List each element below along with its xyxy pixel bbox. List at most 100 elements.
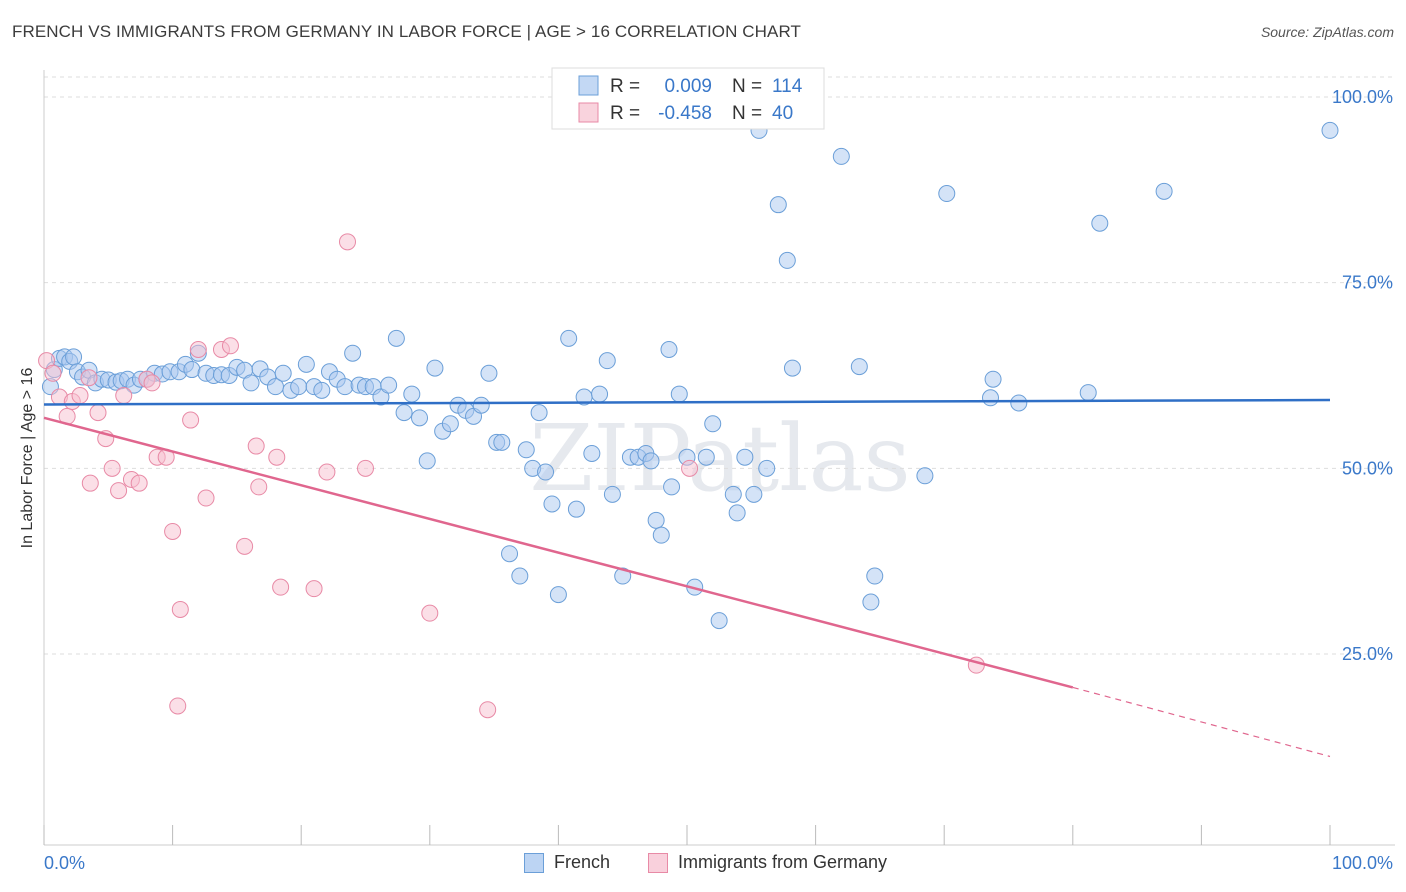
legend-r-value: -0.458	[658, 103, 712, 124]
french-point	[567, 500, 585, 518]
french-point	[380, 376, 398, 394]
french-point	[603, 485, 621, 503]
legend-swatch	[578, 75, 599, 96]
french-point	[938, 185, 956, 203]
french-point	[670, 385, 688, 403]
chart-title: FRENCH VS IMMIGRANTS FROM GERMANY IN LAB…	[12, 22, 802, 41]
french-point	[981, 389, 999, 407]
french-point	[372, 388, 390, 406]
french-point	[916, 467, 934, 485]
germany-point	[80, 369, 98, 387]
legend-n-label: N =	[732, 76, 762, 97]
french-point	[511, 567, 529, 585]
y-tick-label: 100.0%	[1332, 87, 1393, 107]
legend-item-germany[interactable]: Immigrants from Germany	[648, 852, 887, 873]
french-point	[537, 463, 555, 481]
french-point	[652, 526, 670, 544]
bottom-legend: French Immigrants from Germany	[0, 852, 1406, 878]
legend-label-french: French	[554, 852, 611, 872]
y-tick-label: 50.0%	[1342, 458, 1393, 478]
french-point	[663, 478, 681, 496]
french-point	[274, 364, 292, 382]
germany-point	[71, 387, 89, 405]
germany-point	[250, 478, 268, 496]
french-point	[297, 355, 315, 373]
legend-n-label: N =	[732, 103, 762, 124]
y-tick-label: 25.0%	[1342, 644, 1393, 664]
french-point	[290, 378, 308, 396]
french-point	[745, 485, 763, 503]
germany-point	[44, 364, 62, 382]
french-point	[441, 415, 459, 433]
germany-point	[236, 537, 254, 555]
germany-point	[89, 404, 107, 422]
french-point	[647, 511, 665, 529]
legend-item-french[interactable]: French	[524, 852, 610, 873]
germany-point	[357, 459, 374, 477]
french-point	[403, 385, 421, 403]
french-point	[724, 485, 742, 503]
french-point	[710, 612, 728, 630]
germany-point	[115, 387, 133, 405]
germany-point	[268, 448, 286, 466]
french-point	[591, 385, 609, 403]
french-point	[832, 147, 850, 165]
french-point	[493, 433, 511, 451]
french-point	[395, 404, 413, 422]
germany-point	[421, 604, 439, 622]
french-point	[769, 196, 787, 214]
french-point	[704, 415, 722, 433]
legend-n-value: 40	[772, 103, 793, 124]
source-label: Source: ZipAtlas.com	[1260, 24, 1394, 40]
x-tick-label: 0.0%	[44, 853, 85, 873]
germany-point	[130, 474, 148, 492]
french-point	[697, 448, 715, 466]
french-point	[183, 361, 201, 379]
french-point	[1079, 384, 1097, 402]
french-point	[778, 251, 796, 269]
french-point	[598, 352, 616, 370]
french-point	[728, 504, 746, 522]
french-point	[480, 364, 498, 382]
germany-point	[318, 463, 336, 481]
french-point	[642, 452, 660, 470]
french-point	[862, 593, 880, 611]
french-point	[758, 459, 776, 477]
french-point	[850, 358, 868, 376]
germany-point	[110, 482, 128, 500]
legend-swatch	[578, 102, 599, 123]
french-point	[313, 381, 331, 399]
french-point	[866, 567, 884, 585]
french-point	[560, 329, 578, 347]
germany-swatch	[648, 852, 668, 873]
french-point	[387, 329, 405, 347]
french-point	[517, 441, 535, 459]
french-point	[411, 409, 429, 427]
germany-point	[81, 474, 99, 492]
legend-r-label: R =	[610, 76, 640, 97]
french-point	[660, 341, 678, 359]
germany-point	[681, 459, 699, 477]
y-tick-label: 75.0%	[1342, 273, 1393, 293]
germany-point	[189, 341, 207, 359]
germany-point	[479, 701, 497, 719]
french-point	[501, 545, 519, 563]
germany-point	[305, 580, 323, 598]
x-tick-label: 100.0%	[1332, 853, 1393, 873]
french-point	[543, 495, 561, 513]
legend-r-label: R =	[610, 103, 640, 124]
germany-point	[197, 489, 215, 507]
germany-point	[164, 522, 182, 540]
french-point	[984, 370, 1002, 388]
french-point	[783, 359, 801, 377]
french-point	[1155, 182, 1173, 200]
germany-point	[182, 411, 200, 429]
french-point	[736, 448, 754, 466]
french-point	[530, 404, 548, 422]
germany-point	[338, 233, 356, 251]
french-point	[549, 586, 567, 604]
french-point	[242, 374, 260, 392]
french-point	[1010, 394, 1028, 412]
french-point	[583, 444, 601, 462]
